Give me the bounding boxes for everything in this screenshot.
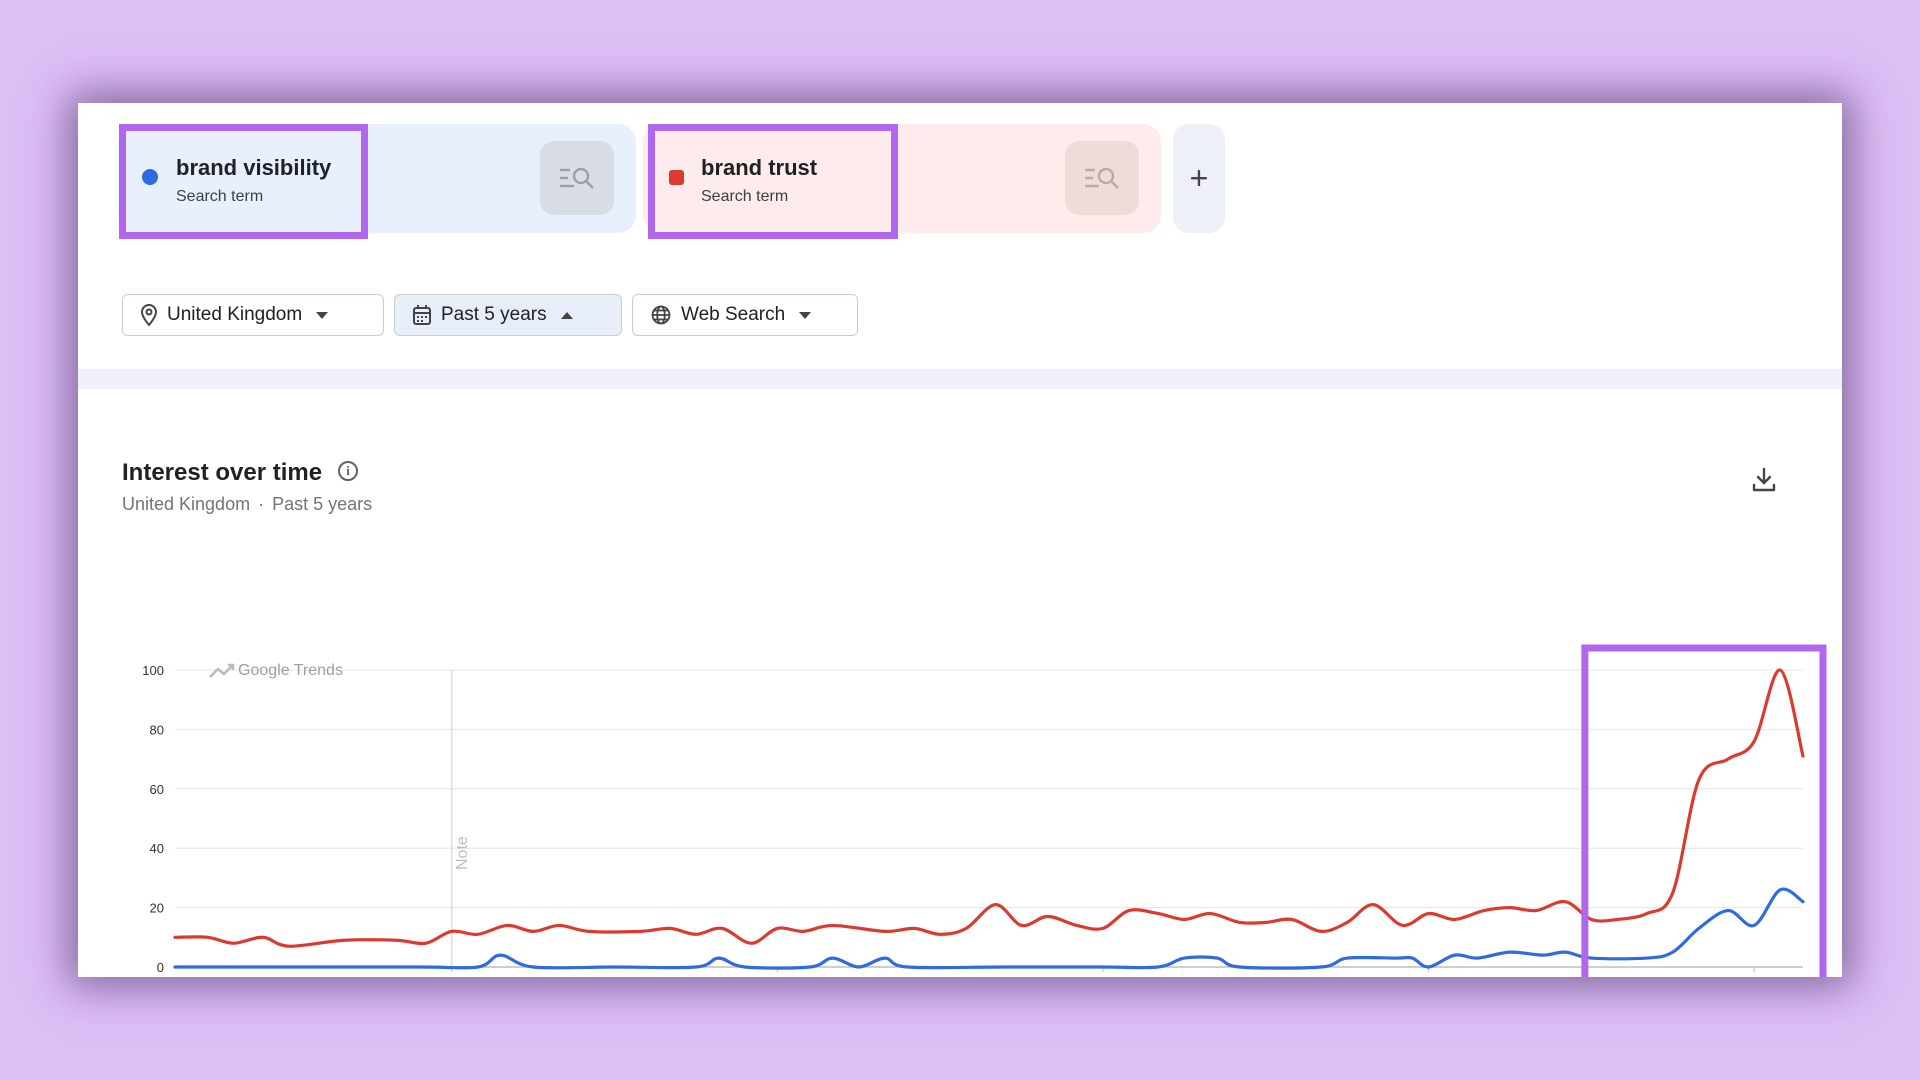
y-tick-label: 40 bbox=[150, 841, 164, 856]
y-tick-label: 80 bbox=[150, 722, 164, 737]
add-term-button[interactable]: + bbox=[1173, 124, 1225, 233]
section-title: Interest over time bbox=[122, 459, 323, 486]
download-icon[interactable] bbox=[1752, 467, 1776, 493]
interest-over-time-chart: 020406080100Note20222023202420252026 Goo… bbox=[142, 644, 1827, 977]
y-tick-label: 100 bbox=[142, 663, 164, 678]
term-name: brand trust bbox=[701, 155, 818, 180]
subtitle-separator: · bbox=[258, 494, 265, 514]
series-line-brand-visibility bbox=[173, 887, 1805, 970]
section-subtitle: United Kingdom · Past 5 years bbox=[122, 494, 372, 515]
info-icon[interactable]: i bbox=[338, 461, 358, 481]
chevron-down-icon bbox=[316, 311, 329, 319]
chevron-up-icon bbox=[560, 311, 573, 319]
term-name: brand visibility bbox=[176, 155, 332, 180]
google-trends-watermark: Google Trends bbox=[209, 662, 343, 679]
calendar-icon bbox=[413, 305, 431, 325]
series-line-brand-trust bbox=[173, 668, 1805, 948]
subtitle-period: Past 5 years bbox=[272, 494, 373, 514]
term-type: Search term bbox=[701, 188, 789, 205]
highlight-box bbox=[119, 124, 368, 239]
note-label: Note bbox=[454, 836, 471, 870]
chevron-down-icon bbox=[799, 311, 812, 319]
section-divider bbox=[78, 369, 1842, 389]
term-chip-brand-visibility[interactable]: brand visibility Search term bbox=[118, 124, 636, 233]
region-filter-label: United Kingdom bbox=[167, 304, 303, 325]
red-square-icon bbox=[669, 170, 684, 185]
location-pin-icon bbox=[141, 304, 157, 326]
term-type: Search term bbox=[176, 188, 264, 205]
blue-dot-icon bbox=[142, 169, 158, 185]
trends-card: brand visibility Search term brand trust… bbox=[78, 103, 1842, 977]
term-chip-brand-trust[interactable]: brand trust Search term bbox=[643, 124, 1161, 233]
highlight-box bbox=[648, 124, 898, 239]
highlight-box bbox=[1581, 644, 1827, 977]
y-tick-label: 20 bbox=[150, 901, 164, 916]
region-filter[interactable]: United Kingdom bbox=[122, 294, 384, 336]
property-filter[interactable]: Web Search bbox=[632, 294, 858, 336]
period-filter[interactable]: Past 5 years bbox=[394, 294, 622, 336]
y-tick-label: 0 bbox=[157, 960, 164, 975]
watermark-text: Google Trends bbox=[238, 662, 343, 679]
search-options-icon[interactable] bbox=[1065, 141, 1139, 215]
period-filter-label: Past 5 years bbox=[441, 304, 547, 325]
search-options-icon[interactable] bbox=[540, 141, 614, 215]
globe-icon bbox=[651, 305, 671, 325]
property-filter-label: Web Search bbox=[681, 304, 786, 325]
y-tick-label: 60 bbox=[150, 782, 164, 797]
subtitle-region: United Kingdom bbox=[122, 494, 251, 514]
